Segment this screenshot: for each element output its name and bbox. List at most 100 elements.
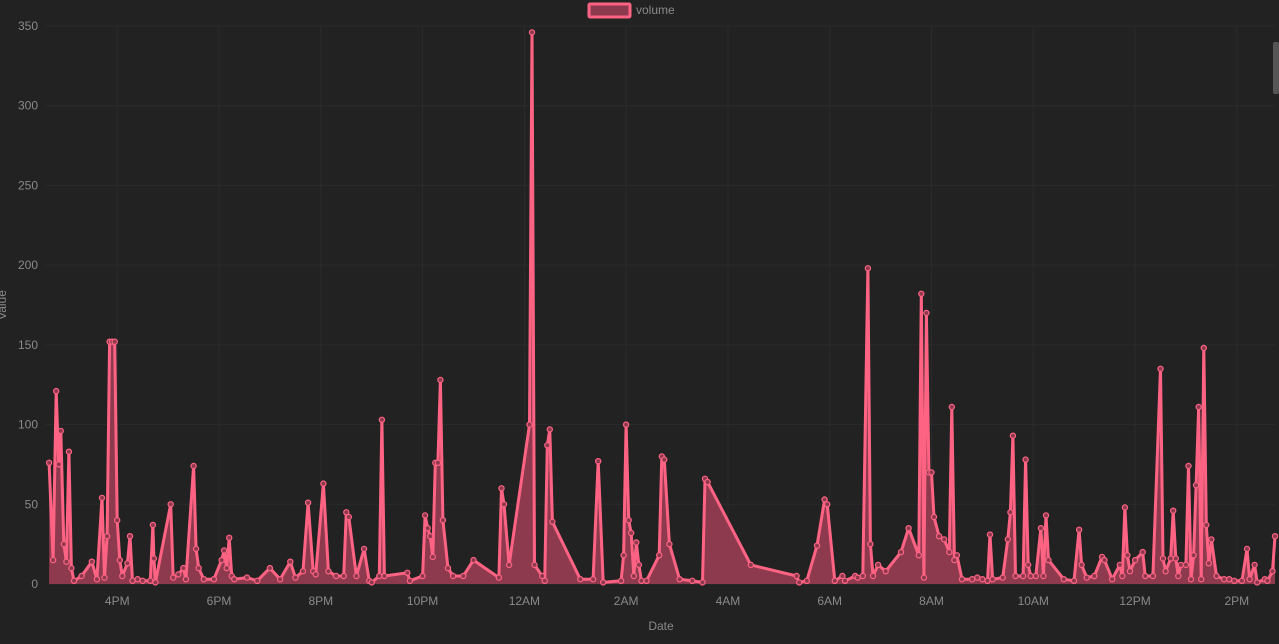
- data-point[interactable]: [470, 556, 477, 564]
- legend-label-volume[interactable]: volume: [636, 3, 675, 17]
- data-point[interactable]: [1012, 572, 1019, 580]
- data-point[interactable]: [325, 568, 332, 575]
- data-point[interactable]: [437, 376, 444, 384]
- data-point[interactable]: [1182, 561, 1190, 569]
- data-point[interactable]: [65, 448, 73, 455]
- data-point[interactable]: [633, 539, 640, 546]
- data-point[interactable]: [320, 480, 327, 487]
- data-point[interactable]: [175, 571, 182, 578]
- legend-swatch[interactable]: [587, 2, 632, 19]
- data-point[interactable]: [953, 552, 961, 559]
- data-point[interactable]: [126, 533, 134, 540]
- data-point[interactable]: [218, 556, 225, 564]
- data-point[interactable]: [182, 576, 190, 583]
- data-point[interactable]: [1139, 548, 1146, 556]
- data-point[interactable]: [111, 338, 118, 345]
- data-point[interactable]: [628, 529, 635, 537]
- data-point[interactable]: [1108, 576, 1116, 583]
- data-point[interactable]: [867, 540, 874, 548]
- data-point[interactable]: [1131, 556, 1139, 564]
- data-point[interactable]: [340, 572, 347, 580]
- data-point[interactable]: [98, 494, 106, 502]
- data-point[interactable]: [1116, 561, 1124, 569]
- data-point[interactable]: [55, 461, 62, 468]
- data-point[interactable]: [210, 576, 218, 583]
- data-point[interactable]: [60, 540, 68, 548]
- data-point[interactable]: [276, 576, 284, 583]
- data-point[interactable]: [1091, 572, 1098, 580]
- data-point[interactable]: [53, 387, 60, 395]
- data-point[interactable]: [134, 576, 141, 583]
- data-point[interactable]: [368, 579, 375, 586]
- data-point[interactable]: [897, 548, 905, 556]
- data-point[interactable]: [1187, 576, 1195, 583]
- data-point[interactable]: [1243, 545, 1251, 553]
- data-point[interactable]: [1121, 504, 1129, 511]
- data-point[interactable]: [839, 572, 846, 580]
- data-point[interactable]: [1220, 576, 1228, 583]
- data-point[interactable]: [986, 531, 994, 538]
- data-point[interactable]: [1169, 507, 1177, 514]
- data-point[interactable]: [1141, 572, 1149, 580]
- data-point[interactable]: [841, 577, 849, 585]
- data-point[interactable]: [920, 574, 928, 581]
- data-point[interactable]: [190, 462, 197, 470]
- data-point[interactable]: [918, 290, 925, 297]
- data-point[interactable]: [225, 534, 233, 542]
- data-point[interactable]: [78, 572, 85, 580]
- data-point[interactable]: [541, 577, 548, 585]
- data-point[interactable]: [167, 501, 174, 508]
- data-point[interactable]: [874, 561, 882, 569]
- data-point[interactable]: [600, 579, 607, 586]
- data-point[interactable]: [254, 577, 261, 585]
- data-point[interactable]: [1190, 552, 1197, 559]
- data-point[interactable]: [854, 574, 861, 581]
- data-point[interactable]: [1024, 561, 1032, 569]
- data-point[interactable]: [1246, 576, 1253, 583]
- data-point[interactable]: [1019, 572, 1027, 580]
- data-point[interactable]: [941, 536, 948, 543]
- data-point[interactable]: [180, 564, 187, 572]
- data-point[interactable]: [1075, 526, 1083, 534]
- data-point[interactable]: [974, 574, 981, 581]
- data-point[interactable]: [1004, 536, 1012, 543]
- data-point[interactable]: [1157, 365, 1164, 372]
- data-point[interactable]: [1027, 572, 1034, 580]
- data-point[interactable]: [528, 29, 536, 36]
- data-point[interactable]: [747, 561, 755, 569]
- data-point[interactable]: [429, 553, 436, 561]
- data-point[interactable]: [544, 442, 551, 449]
- data-point[interactable]: [869, 572, 877, 580]
- data-point[interactable]: [979, 576, 986, 583]
- data-point[interactable]: [923, 309, 930, 317]
- data-point[interactable]: [620, 552, 627, 559]
- data-point[interactable]: [70, 577, 78, 585]
- data-point[interactable]: [549, 518, 556, 526]
- data-point[interactable]: [299, 568, 307, 575]
- data-point[interactable]: [63, 558, 70, 565]
- data-point[interactable]: [345, 513, 352, 521]
- data-point[interactable]: [905, 525, 912, 532]
- data-point[interactable]: [192, 545, 200, 553]
- data-point[interactable]: [1175, 572, 1182, 580]
- data-point[interactable]: [1271, 533, 1279, 540]
- data-point[interactable]: [101, 574, 108, 581]
- data-point[interactable]: [1238, 577, 1246, 585]
- legend[interactable]: volume: [587, 2, 675, 19]
- data-point[interactable]: [824, 501, 831, 508]
- data-point[interactable]: [1213, 572, 1220, 580]
- data-point[interactable]: [223, 564, 230, 572]
- data-point[interactable]: [1078, 561, 1085, 569]
- data-point[interactable]: [1060, 576, 1068, 583]
- data-point[interactable]: [1197, 576, 1205, 583]
- data-point[interactable]: [434, 459, 442, 466]
- data-point[interactable]: [149, 521, 157, 529]
- data-point[interactable]: [1162, 568, 1169, 575]
- data-point[interactable]: [49, 556, 57, 564]
- data-point[interactable]: [969, 576, 976, 583]
- data-point[interactable]: [1200, 344, 1208, 352]
- data-point[interactable]: [821, 496, 828, 503]
- data-point[interactable]: [312, 571, 319, 578]
- data-point[interactable]: [139, 577, 146, 585]
- data-point[interactable]: [243, 574, 251, 581]
